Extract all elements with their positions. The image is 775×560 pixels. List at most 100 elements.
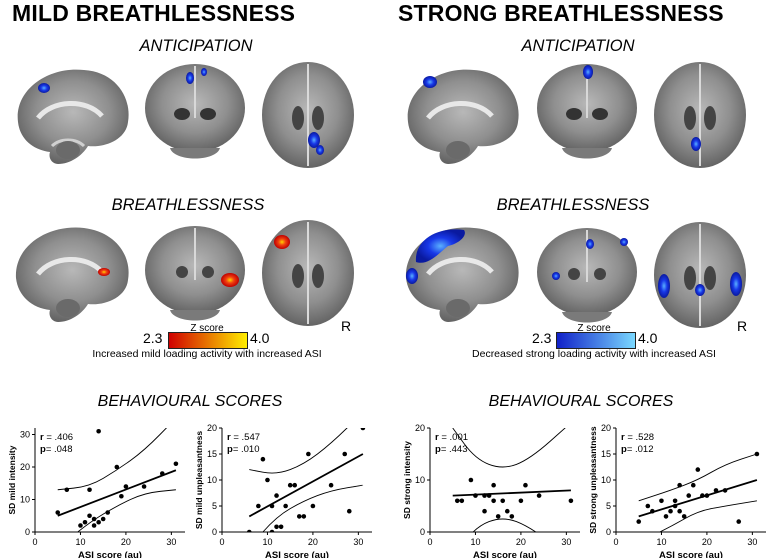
mild-right-hemisphere-marker: R bbox=[341, 318, 352, 334]
data-point bbox=[87, 487, 92, 493]
x-tick-label: 0 bbox=[219, 537, 224, 547]
confidence-band-lower bbox=[658, 500, 757, 532]
x-tick-label: 20 bbox=[702, 537, 712, 547]
mild-unpleasantness-scatter-plot: 0 10 20 30 0 5 10 15 20 ASI score (au) SD mild unp… bbox=[194, 423, 372, 558]
regression-line bbox=[638, 479, 758, 518]
y-tick-label: 0 bbox=[212, 527, 217, 537]
strong-colorbar-label: Z score bbox=[577, 323, 611, 334]
x-tick-label: 20 bbox=[516, 537, 526, 547]
data-point bbox=[287, 482, 293, 488]
x-tick-label: 0 bbox=[613, 537, 618, 547]
data-point bbox=[269, 529, 275, 532]
mild-anticipation-sagittal-slice bbox=[17, 69, 129, 164]
y-axis-label: SD mild unpleasantness bbox=[194, 431, 204, 530]
data-point bbox=[482, 508, 487, 514]
mild-column-title: MILD BREATHLESSNESS bbox=[12, 0, 296, 26]
activation-blob bbox=[586, 239, 594, 249]
y-axis-label: SD mild intensity bbox=[7, 445, 17, 514]
x-tick-label: 30 bbox=[166, 537, 176, 547]
data-point bbox=[119, 493, 124, 499]
activation-blob bbox=[583, 65, 593, 79]
mild-breathlessness-coronal-slice bbox=[145, 226, 245, 321]
p-statistic: p= .048 bbox=[40, 444, 73, 455]
data-point bbox=[55, 510, 61, 515]
x-tick-label: 30 bbox=[353, 537, 363, 547]
data-point bbox=[704, 493, 710, 498]
r-statistic: r = .528 bbox=[621, 432, 654, 443]
strong-anticipation-title: ANTICIPATION bbox=[521, 37, 635, 55]
x-tick-label: 20 bbox=[121, 537, 131, 547]
x-tick-label: 10 bbox=[656, 537, 666, 547]
x-tick-label: 30 bbox=[561, 537, 571, 547]
confidence-band-lower bbox=[472, 518, 537, 532]
data-point bbox=[468, 477, 474, 483]
data-point bbox=[256, 503, 261, 509]
strong-breathlessness-sagittal-slice bbox=[405, 227, 519, 322]
data-point bbox=[459, 498, 465, 504]
confidence-band-upper bbox=[249, 428, 348, 474]
data-point bbox=[568, 498, 574, 504]
data-point bbox=[105, 510, 111, 515]
activation-blob bbox=[552, 272, 560, 280]
mild-behavioural-title: BEHAVIOURAL SCORES bbox=[97, 393, 283, 410]
data-point bbox=[114, 464, 120, 470]
strong-intensity-scatter-plot: 0 10 20 30 0 10 20 ASI score (au) SD strong inte… bbox=[402, 423, 580, 558]
x-axis-label: ASI score (au) bbox=[659, 550, 723, 558]
data-point bbox=[491, 498, 496, 504]
p-statistic: p= .010 bbox=[227, 444, 260, 455]
mild-colorbar-min: 2.3 bbox=[143, 330, 163, 346]
data-point bbox=[82, 519, 88, 525]
data-point bbox=[473, 493, 478, 498]
mild-colorbar bbox=[168, 332, 248, 349]
y-tick-label: 10 bbox=[207, 475, 217, 485]
data-point bbox=[482, 493, 487, 498]
data-point bbox=[663, 514, 669, 519]
activation-blob bbox=[695, 284, 705, 296]
regression-line bbox=[248, 453, 364, 518]
data-point bbox=[486, 493, 492, 498]
data-point bbox=[495, 514, 501, 519]
data-point bbox=[650, 508, 655, 514]
data-point bbox=[722, 488, 728, 493]
data-point bbox=[100, 516, 106, 522]
y-tick-label: 10 bbox=[601, 475, 611, 485]
confidence-band-upper bbox=[452, 428, 566, 468]
data-point bbox=[310, 503, 316, 509]
mild-anticipation-title: ANTICIPATION bbox=[139, 37, 253, 55]
data-point bbox=[91, 523, 97, 528]
data-point bbox=[260, 456, 266, 462]
activation-blob bbox=[308, 132, 320, 148]
strong-colorbar-caption: Decreased strong loading activity with i… bbox=[472, 348, 716, 360]
y-tick-label: 15 bbox=[207, 449, 217, 459]
data-point bbox=[636, 519, 642, 524]
regression-line bbox=[57, 469, 177, 517]
strong-anticipation-axial-slice bbox=[654, 62, 746, 168]
activation-blob bbox=[274, 235, 290, 249]
data-point bbox=[274, 493, 279, 498]
data-point bbox=[536, 493, 542, 498]
strong-column-title: STRONG BREATHLESSNESS bbox=[398, 0, 724, 26]
p-statistic: p= .443 bbox=[435, 444, 468, 455]
regression-line bbox=[452, 489, 571, 497]
x-tick-label: 10 bbox=[75, 537, 85, 547]
y-tick-label: 10 bbox=[415, 475, 425, 485]
activation-blob bbox=[221, 273, 239, 287]
x-tick-label: 20 bbox=[308, 537, 318, 547]
confidence-band-lower bbox=[262, 484, 363, 532]
r-statistic: r = .001 bbox=[435, 432, 468, 443]
data-point bbox=[677, 508, 682, 514]
data-point bbox=[342, 451, 348, 457]
x-axis-label: ASI score (au) bbox=[265, 550, 329, 558]
data-point bbox=[274, 524, 279, 530]
strong-breathlessness-coronal-slice bbox=[537, 228, 637, 323]
data-point bbox=[141, 484, 147, 489]
data-point bbox=[672, 498, 678, 504]
data-point bbox=[292, 482, 298, 488]
y-tick-label: 20 bbox=[601, 423, 611, 433]
activation-blob bbox=[423, 76, 437, 88]
data-point bbox=[672, 503, 678, 509]
y-tick-label: 5 bbox=[212, 501, 217, 511]
x-tick-label: 10 bbox=[470, 537, 480, 547]
